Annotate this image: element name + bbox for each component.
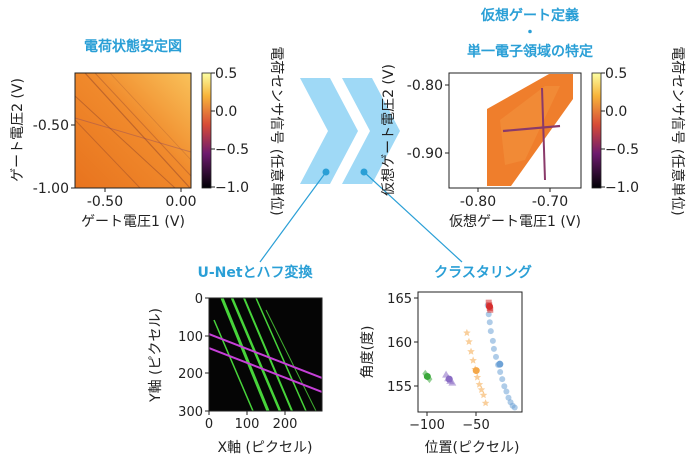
virtual-ytick: -0.90 — [407, 146, 443, 162]
stability-panel: 電荷状態安定図 -0.50 0.00 -0.50 -1.00 ゲート電圧1 (V… — [10, 38, 285, 230]
cluster-point — [490, 345, 497, 352]
virtual-xlabel: 仮想ゲート電圧1 (V) — [449, 214, 581, 230]
cluster-ytick: 160 — [387, 336, 412, 351]
virtual-title-dot: ・ — [523, 25, 537, 41]
cluster-point — [497, 369, 504, 375]
cluster-point — [505, 394, 512, 401]
cluster-point — [486, 319, 493, 326]
virtual-parallelogram — [487, 74, 573, 186]
cluster-point — [469, 356, 477, 364]
virtual-horizontal-line — [502, 124, 561, 133]
virtual-cbar-tick: −1.0 — [605, 180, 639, 196]
cluster-xlabel: 位置(ピクセル) — [425, 440, 520, 456]
cluster-centroid — [486, 302, 493, 310]
virtual-xtick: -0.80 — [460, 194, 496, 210]
cluster-point — [501, 383, 508, 390]
stability-cbar-tick: 0.0 — [215, 104, 237, 120]
cluster-ylabel: 角度(度) — [360, 326, 376, 379]
virtual-title-line2: 単一電子領域の特定 — [467, 43, 593, 60]
cluster-point — [481, 399, 490, 407]
virtual-cbar-tick: 0.0 — [605, 104, 627, 120]
cluster-point — [448, 378, 457, 386]
stability-cbar-tick: −0.5 — [215, 142, 249, 158]
unet-line-overlay — [209, 298, 322, 411]
virtual-vertical-line — [541, 87, 546, 181]
cluster-plot-frame — [417, 291, 523, 413]
cluster-xtick: −50 — [462, 418, 489, 433]
stability-xlabel: ゲート電圧1 (V) — [81, 214, 185, 230]
virtual-title-line1: 仮想ゲート定義 — [480, 7, 579, 24]
cluster-point — [475, 380, 484, 388]
unet-xtick: 200 — [273, 417, 298, 432]
unet-xtick: 0 — [205, 417, 213, 432]
cluster-centroid — [472, 367, 480, 375]
virtual-cbar-label: 電荷センサ信号 (任意単位) — [669, 46, 686, 215]
virtual-ylabel: 仮想ゲート電圧2 (V) — [381, 64, 397, 196]
cluster-panel: クラスタリング −100 −50 165 160 155 位置(ピクセル) 角度… — [360, 264, 532, 456]
virtual-cbar-tick: 0.5 — [605, 66, 627, 82]
unet-panel: U-Netとハフ変換 0 100 200 0 100 200 300 X軸 (ピ… — [148, 264, 323, 456]
unet-ytick: 100 — [178, 330, 203, 345]
chevron-arrow-1 — [300, 78, 358, 184]
unet-ytick: 300 — [178, 405, 203, 420]
cluster-title: クラスタリング — [434, 264, 532, 281]
stability-title: 電荷状態安定図 — [84, 38, 182, 55]
cluster-point — [489, 337, 496, 344]
cluster-points — [422, 299, 518, 411]
cluster-point — [473, 373, 482, 381]
cluster-centroid — [423, 372, 431, 380]
cluster-point — [503, 388, 510, 395]
cluster-point — [465, 337, 473, 345]
stability-cbar-label: 電荷センサ信号 (任意単位) — [268, 46, 285, 215]
stability-cbar-tick: −1.0 — [215, 180, 249, 196]
connector-line-right — [363, 171, 463, 263]
process-arrows — [259, 78, 463, 263]
cluster-ytick: 155 — [387, 380, 412, 395]
stability-ytick: -1.00 — [33, 181, 69, 197]
virtual-xtick: -0.70 — [532, 194, 568, 210]
cluster-ytick: 165 — [387, 292, 412, 307]
cluster-point — [479, 391, 488, 399]
chevron-arrow-2 — [342, 78, 400, 184]
connector-dot-left — [322, 168, 330, 176]
connector-line-left — [259, 171, 327, 263]
cluster-point — [477, 385, 486, 393]
unet-title: U-Netとハフ変換 — [197, 264, 313, 281]
cluster-point — [511, 404, 518, 411]
cluster-centroid — [496, 360, 504, 368]
virtual-colorbar — [591, 72, 602, 189]
stability-xtick: -0.50 — [87, 194, 123, 210]
cluster-point — [463, 328, 471, 337]
cluster-point — [487, 328, 494, 335]
stability-xtick: 0.00 — [165, 194, 196, 210]
cluster-centroid — [445, 375, 453, 383]
stability-cbar-tick: 0.5 — [215, 66, 237, 82]
unet-ytick: 200 — [178, 367, 203, 382]
cluster-point — [499, 376, 506, 383]
unet-xlabel: X軸 (ピクセル) — [218, 440, 313, 456]
virtual-panel: 仮想ゲート定義 ・ 単一電子領域の特定 -0.80 -0.70 -0.80 -0… — [381, 7, 686, 230]
cluster-xtick: −100 — [409, 418, 445, 433]
stability-heatmap — [75, 73, 191, 188]
stability-colorbar — [201, 72, 212, 189]
unet-ylabel: Y軸 (ピクセル) — [148, 308, 164, 403]
stability-ylabel: ゲート電圧2 (V) — [10, 78, 26, 182]
virtual-ytick: -0.80 — [407, 78, 443, 94]
virtual-cbar-tick: −0.5 — [605, 142, 639, 158]
connector-dot-right — [360, 168, 368, 176]
cluster-point — [493, 353, 499, 360]
cluster-point — [467, 347, 475, 355]
stability-ytick: -0.50 — [33, 118, 69, 134]
unet-ytick: 0 — [195, 292, 203, 307]
unet-xtick: 100 — [235, 417, 260, 432]
